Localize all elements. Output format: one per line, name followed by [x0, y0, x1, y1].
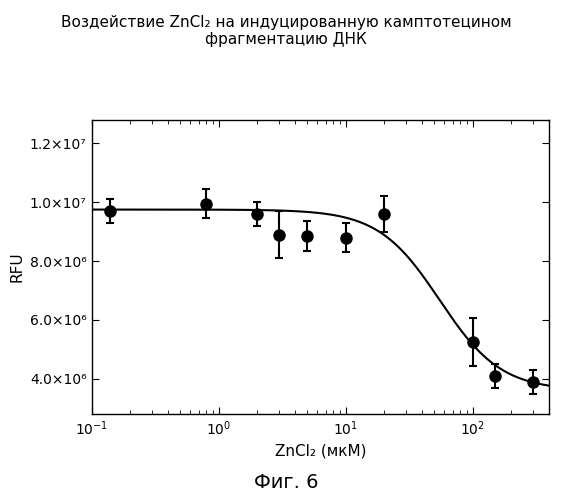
Text: Воздействие ZnCl₂ на индуцированную камптотецином
фрагментацию ДНК: Воздействие ZnCl₂ на индуцированную камп… — [61, 15, 511, 47]
Y-axis label: RFU: RFU — [9, 251, 24, 282]
X-axis label: ZnCl₂ (мкМ): ZnCl₂ (мкМ) — [275, 443, 366, 458]
Text: Фиг. 6: Фиг. 6 — [254, 473, 318, 492]
